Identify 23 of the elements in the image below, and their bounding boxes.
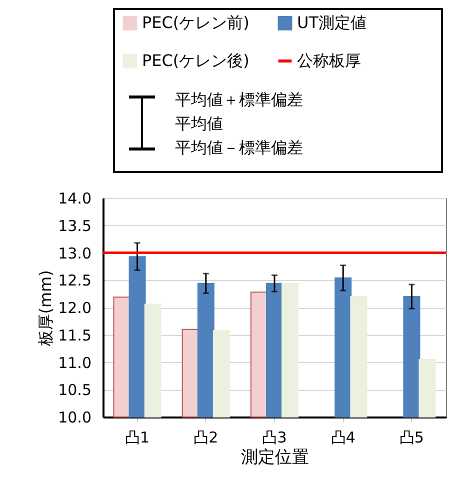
legend-label: 公称板厚 [297,51,361,70]
y-tick-label: 14.0 [58,190,92,208]
y-tick-label: 12.5 [58,272,92,290]
text: 平均値－標準偏差 [175,137,303,159]
y-tick-label: 11.0 [58,354,92,372]
y-tick-label: 12.0 [58,299,92,317]
y-axis-title: 板厚(mm) [36,270,56,347]
x-tick-label: 凸2 [194,428,218,446]
x-tick-label: 凸5 [399,428,424,446]
text: 平均値＋標準偏差 [175,89,303,111]
text: 平均値 [175,113,224,135]
legend-label: PEC(ケレン後) [142,51,250,70]
x-tick-label: 凸3 [262,428,287,446]
legend-label: UT測定値 [297,13,366,32]
y-tick-label: 10.0 [58,408,92,426]
legend-label: PEC(ケレン前) [142,13,250,32]
x-tick-label: 凸4 [330,428,356,446]
x-axis-title: 測定位置 [241,448,309,468]
y-tick-label: 11.5 [58,326,92,344]
y-tick-label: 10.5 [58,381,92,400]
x-tick-label: 凸1 [125,428,150,446]
y-tick-label: 13.5 [58,216,92,235]
y-tick-label: 13.0 [58,244,92,262]
